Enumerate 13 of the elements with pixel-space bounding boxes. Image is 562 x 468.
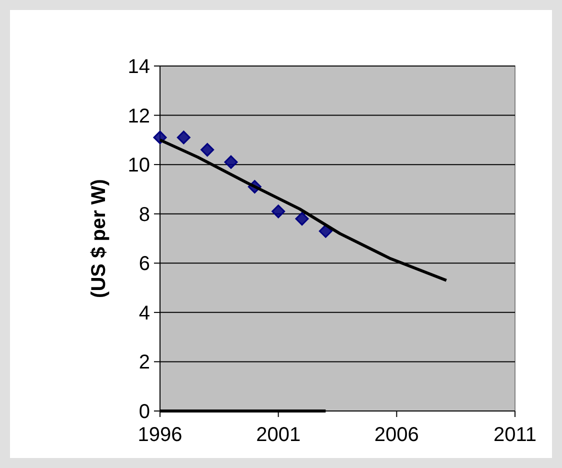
y-tick-label: 14 — [128, 56, 150, 78]
y-tick-label: 6 — [138, 253, 150, 276]
y-tick-label: 10 — [128, 154, 150, 177]
x-tick-label: 2001 — [256, 424, 301, 446]
y-tick-label: 2 — [138, 352, 150, 374]
x-tick-label: 2011 — [493, 424, 537, 446]
x-tick-label: 1996 — [138, 424, 182, 446]
y-tick-label: 0 — [138, 401, 150, 423]
y-tick-label: 12 — [128, 105, 150, 128]
y-tick-label: 4 — [138, 302, 150, 324]
y-tick-label: 8 — [138, 204, 150, 226]
x-tick-label: 2006 — [374, 424, 419, 446]
y-axis-title: (US $ per W) — [88, 179, 110, 298]
